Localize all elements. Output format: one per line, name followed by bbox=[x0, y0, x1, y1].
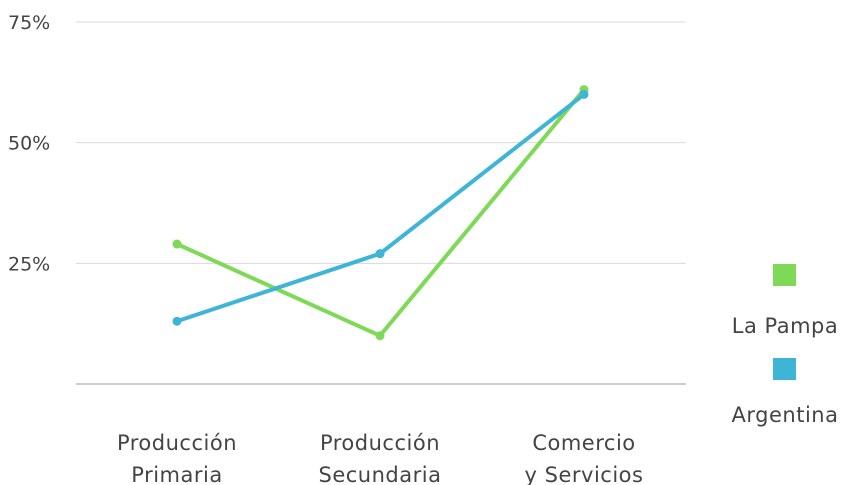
data-point bbox=[375, 249, 385, 259]
data-point bbox=[172, 316, 182, 326]
x-axis-categories: Producción Primaria Producción Secundaria Co… bbox=[117, 431, 643, 485]
y-tick-label: 50% bbox=[8, 133, 50, 155]
data-point bbox=[579, 89, 589, 99]
legend-swatch bbox=[773, 358, 796, 380]
legend-label: La Pampa bbox=[732, 314, 839, 338]
gridlines bbox=[76, 21, 686, 385]
data-point bbox=[375, 331, 385, 341]
x-category-label: Producción Primaria bbox=[117, 431, 237, 485]
x-category-label: Producción Secundaria bbox=[319, 431, 442, 485]
legend-swatch bbox=[773, 264, 796, 286]
series-line-la-pampa bbox=[175, 87, 586, 338]
y-axis-ticks: 25% 50% 75% bbox=[8, 12, 50, 275]
legend-label: Argentina bbox=[732, 403, 839, 427]
series-lines bbox=[172, 85, 589, 341]
data-point bbox=[172, 239, 182, 249]
legend: La Pampa Argentina bbox=[732, 264, 839, 427]
series-line-argentina bbox=[175, 92, 586, 324]
y-tick-label: 25% bbox=[8, 253, 50, 275]
y-tick-label: 75% bbox=[8, 12, 50, 34]
x-category-label: Comercio y Servicios bbox=[525, 431, 644, 485]
